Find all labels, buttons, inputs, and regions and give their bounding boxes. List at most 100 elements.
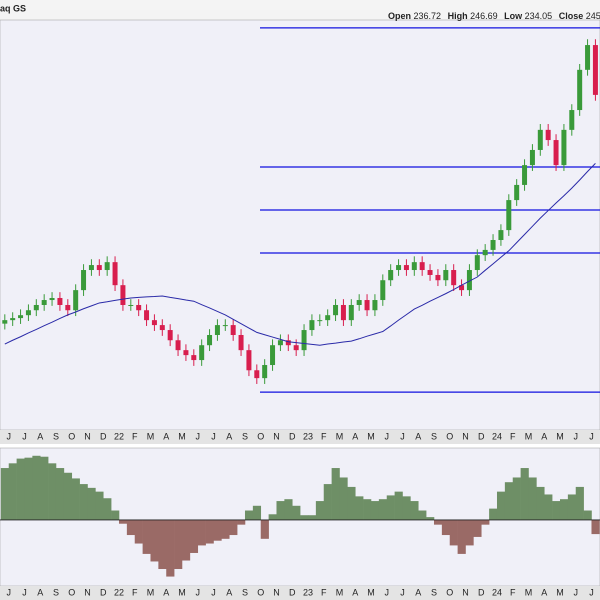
- x-tick-label: A: [415, 431, 421, 441]
- candle-body: [81, 270, 87, 291]
- x-tick-label: 22: [114, 431, 124, 441]
- quote-label: Low: [504, 11, 523, 21]
- candle-body: [529, 149, 535, 166]
- indicator-area: [55, 468, 65, 520]
- x-tick-label: J: [22, 431, 27, 441]
- x-tick-label: A: [541, 587, 547, 597]
- candle-body: [293, 345, 299, 351]
- candle-body: [120, 285, 126, 305]
- candle-body: [443, 270, 449, 281]
- x-tick-label: 24: [492, 431, 502, 441]
- x-tick-label: M: [336, 587, 344, 597]
- quote-value: 246.69: [470, 11, 498, 21]
- x-tick-label: O: [68, 431, 75, 441]
- x-tick-label: J: [384, 431, 389, 441]
- x-tick-label: A: [541, 431, 547, 441]
- indicator-area: [237, 519, 246, 525]
- x-tick-label: J: [211, 587, 216, 597]
- x-tick-label: M: [336, 431, 344, 441]
- indicator-area: [504, 482, 514, 520]
- indicator-area: [103, 498, 112, 520]
- x-tick-label: J: [6, 431, 11, 441]
- quote-label: Close: [559, 11, 584, 21]
- x-tick-label: N: [84, 431, 91, 441]
- exchange-label: aq GS: [0, 3, 26, 13]
- candle-body: [144, 310, 150, 321]
- indicator-area: [386, 495, 395, 520]
- x-tick-label: F: [321, 431, 327, 441]
- indicator-area: [213, 519, 222, 541]
- indicator-area: [473, 519, 482, 537]
- indicator-area: [95, 491, 104, 520]
- candle-body: [545, 129, 551, 141]
- candle-body: [396, 265, 402, 271]
- candle-body: [474, 255, 480, 271]
- x-tick-label: A: [352, 431, 358, 441]
- x-tick-label: J: [6, 587, 11, 597]
- x-tick-label: J: [195, 587, 200, 597]
- candle-body: [277, 340, 283, 346]
- indicator-area: [197, 519, 206, 546]
- candle-body: [435, 274, 441, 281]
- candle-body: [199, 345, 205, 361]
- candle-body: [482, 249, 488, 256]
- x-tick-label: S: [431, 431, 437, 441]
- x-tick-label: F: [510, 431, 516, 441]
- x-tick-label: N: [273, 431, 280, 441]
- x-tick-label: A: [37, 431, 43, 441]
- x-tick-label: D: [100, 431, 107, 441]
- indicator-area: [268, 514, 277, 520]
- x-tick-label: A: [163, 431, 169, 441]
- x-tick-label: A: [163, 587, 169, 597]
- candle-body: [340, 304, 346, 321]
- indicator-area: [8, 463, 17, 520]
- candle-body: [522, 165, 528, 185]
- quote-value: 234.05: [525, 11, 553, 21]
- candle-body: [388, 270, 394, 281]
- quote-label: Open: [388, 11, 411, 21]
- x-tick-label: F: [321, 587, 327, 597]
- x-tick-label: J: [22, 587, 27, 597]
- indicator-area: [402, 496, 411, 520]
- candle-body: [490, 240, 496, 250]
- indicator-area: [292, 505, 301, 520]
- x-tick-label: M: [178, 431, 186, 441]
- candle-body: [112, 262, 118, 286]
- indicator-area: [252, 505, 262, 520]
- indicator-area: [142, 519, 151, 554]
- candle-body: [167, 330, 173, 341]
- indicator-area: [536, 486, 545, 520]
- candle-body: [506, 200, 512, 231]
- x-tick-label: O: [446, 431, 453, 441]
- x-tick-label: O: [257, 431, 264, 441]
- axis-strip: [0, 430, 600, 444]
- x-tick-label: F: [132, 431, 138, 441]
- indicator-area: [166, 519, 175, 577]
- x-tick-label: J: [573, 431, 578, 441]
- x-tick-label: A: [415, 587, 421, 597]
- indicator-area: [528, 477, 537, 520]
- x-tick-label: D: [478, 431, 485, 441]
- indicator-area: [426, 517, 435, 520]
- indicator-area: [552, 501, 561, 520]
- indicator-area: [481, 519, 490, 525]
- indicator-area: [489, 508, 498, 520]
- x-tick-label: D: [478, 587, 485, 597]
- x-tick-label: J: [589, 587, 594, 597]
- candle-body: [25, 310, 31, 316]
- indicator-area: [370, 501, 380, 520]
- candle-body: [427, 270, 433, 275]
- header-strip: [0, 0, 600, 20]
- candle-body: [214, 325, 220, 336]
- candle-body: [498, 230, 504, 241]
- indicator-area: [418, 510, 427, 520]
- indicator-area: [221, 519, 230, 539]
- candle-body: [41, 300, 47, 305]
- x-tick-label: J: [195, 431, 200, 441]
- indicator-area: [441, 519, 451, 536]
- x-tick-label: N: [273, 587, 280, 597]
- indicator-area: [520, 468, 529, 520]
- candle-body: [419, 262, 425, 271]
- x-tick-label: J: [400, 587, 405, 597]
